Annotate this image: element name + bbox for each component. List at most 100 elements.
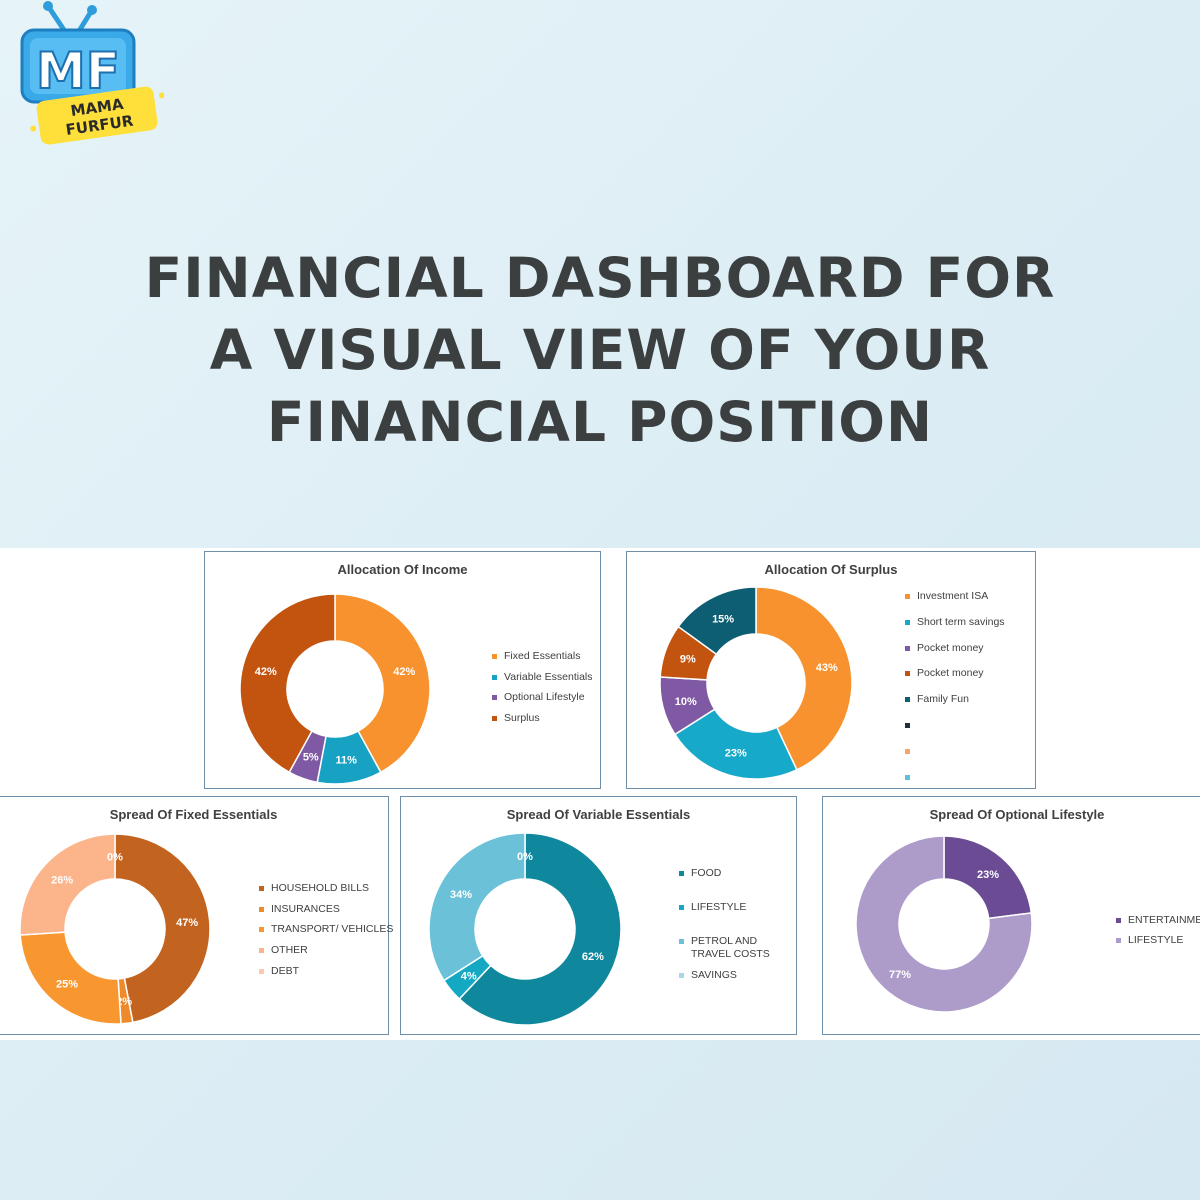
legend-item: OTHER — [259, 944, 308, 957]
legend-swatch — [679, 973, 684, 978]
legend-swatch — [259, 886, 264, 891]
legend-swatch — [259, 927, 264, 933]
page-headline: FINANCIAL DASHBOARD FOR A VISUAL VIEW OF… — [0, 242, 1200, 458]
data-label: 23% — [977, 869, 999, 881]
data-label: 62% — [582, 951, 604, 963]
chart-panel-allocation-of-surplus: Allocation Of Surplus 43% 23% 10% 9% 15% Inve… — [626, 551, 1036, 789]
legend-label: Variable Essentials — [504, 670, 593, 683]
legend-item: Pocket money — [905, 667, 984, 680]
data-label: 0% — [107, 852, 123, 864]
legend-label: Surplus — [504, 711, 540, 724]
legend-swatch — [905, 594, 910, 599]
legend-swatch — [492, 674, 497, 680]
legend-label: HOUSEHOLD BILLS — [271, 882, 370, 894]
legend-label: FOOD — [691, 867, 722, 879]
data-label: 42% — [255, 666, 277, 678]
legend-label: PETROL AND TRAVEL COSTS — [691, 935, 770, 960]
headline-line-2: A VISUAL VIEW OF YOUR — [209, 318, 991, 382]
legend-swatch — [492, 715, 497, 721]
data-label: 26% — [51, 874, 73, 886]
legend-swatch — [905, 645, 910, 651]
slice-petrol-and-travel-costs — [428, 832, 526, 982]
legend-swatch — [905, 671, 910, 677]
legend-item: TRANSPORT/ VEHICLES — [259, 923, 393, 936]
legend-item: LIFESTYLE — [1116, 934, 1183, 947]
legend-item: Optional Lifestyle — [492, 691, 585, 704]
slice-other — [19, 833, 116, 936]
legend-swatch — [905, 748, 910, 754]
data-label: 77% — [889, 969, 911, 981]
data-label: 0% — [517, 851, 533, 863]
legend-item: Investment ISA — [905, 590, 988, 603]
legend-swatch — [679, 905, 684, 910]
chart-title: Spread Of Variable Essentials — [506, 807, 691, 822]
legend-item: LIFESTYLE — [679, 901, 799, 914]
data-label: 15% — [712, 613, 734, 625]
legend-label: LIFESTYLE — [691, 901, 747, 913]
chart-title: Allocation Of Surplus — [764, 562, 898, 577]
data-label: 42% — [393, 666, 415, 678]
chart-panel-allocation-of-income: Allocation Of Income 42% 11% 5% 42% Fixed Es… — [204, 551, 601, 789]
legend-swatch — [905, 697, 910, 703]
legend-swatch — [905, 723, 910, 728]
legend-swatch — [492, 654, 497, 659]
legend-label: OTHER — [271, 944, 308, 957]
data-label: 43% — [816, 662, 838, 674]
legend-swatch — [905, 774, 910, 780]
slice-surplus — [239, 593, 336, 774]
headline-line-1: FINANCIAL DASHBOARD FOR — [144, 246, 1056, 310]
legend-item: Variable Essentials — [492, 671, 593, 684]
slice-investment-isa — [755, 586, 853, 771]
slice-transport-vehicles — [19, 931, 122, 1025]
legend-item: ENTERTAINMENT — [1116, 914, 1200, 927]
data-label: 10% — [675, 696, 697, 708]
data-label: 25% — [56, 978, 78, 990]
donut-chart: 43% 23% 10% 9% 15% — [659, 586, 853, 780]
slice-food — [458, 832, 622, 1026]
legend-item: SAVINGS — [679, 969, 799, 982]
chart-title: Spread Of Fixed Essentials — [109, 807, 278, 822]
legend-label: DEBT — [271, 964, 300, 977]
legend-item: Family Fun — [905, 693, 969, 706]
slice-lifestyle — [855, 835, 1033, 1013]
legend-label: ENTERTAINMENT — [1128, 914, 1200, 926]
legend-item: FOOD — [679, 867, 799, 880]
data-label: 34% — [450, 889, 472, 901]
donut-chart: 23% 77% — [855, 835, 1033, 1013]
legend-label: TRANSPORT/ VEHICLES — [271, 923, 394, 936]
donut-chart: 42% 11% 5% 42% — [239, 593, 431, 785]
legend-label: INSURANCES — [271, 902, 340, 915]
legend-label: Pocket money — [917, 667, 984, 680]
legend-swatch — [259, 968, 264, 974]
legend-label: Optional Lifestyle — [504, 691, 585, 703]
legend-item: DEBT — [259, 965, 299, 978]
chart-panel-spread-of-variable-essentials: Spread Of Variable Essentials 62% 4% 34% 0%… — [400, 796, 797, 1035]
legend-item: PETROL AND TRAVEL COSTS — [679, 935, 799, 961]
data-label: 5% — [303, 751, 319, 763]
legend-swatch — [1116, 938, 1121, 943]
legend-swatch — [1116, 918, 1121, 923]
legend-item: Pocket money — [905, 642, 984, 655]
legend-label: Investment ISA — [917, 590, 989, 602]
donut-chart: 47%2%25%26%0% — [19, 833, 211, 1025]
slice-fixed-essentials — [334, 593, 431, 774]
legend-swatch — [905, 619, 910, 625]
legend-item: Surplus — [492, 712, 540, 725]
chart-panel-spread-of-fixed-essentials: Spread Of Fixed Essentials 47% 2% 25% 26% 0%… — [0, 796, 393, 1035]
svg-text:MF: MF — [36, 42, 120, 100]
legend-swatch — [679, 871, 684, 876]
chart-panel-spread-of-optional-lifestyle: Spread Of Optional Lifestyle 23% 77% ENTER… — [822, 796, 1200, 1035]
slice-family-fun — [677, 586, 757, 656]
legend-item: HOUSEHOLD BILLS — [259, 882, 369, 895]
chart-title: Allocation Of Income — [337, 562, 468, 577]
headline-line-3: FINANCIAL POSITION — [266, 390, 934, 454]
legend-swatch — [679, 939, 684, 944]
legend-swatch — [259, 906, 264, 912]
slice-entertainment — [943, 835, 1033, 920]
legend-label: Pocket money — [917, 641, 984, 654]
data-label: 9% — [680, 653, 696, 665]
data-label: 23% — [725, 748, 747, 760]
legend-item: Short term savings — [905, 616, 1005, 629]
data-label: 47% — [176, 917, 198, 929]
legend-label: Fixed Essentials — [504, 650, 581, 662]
